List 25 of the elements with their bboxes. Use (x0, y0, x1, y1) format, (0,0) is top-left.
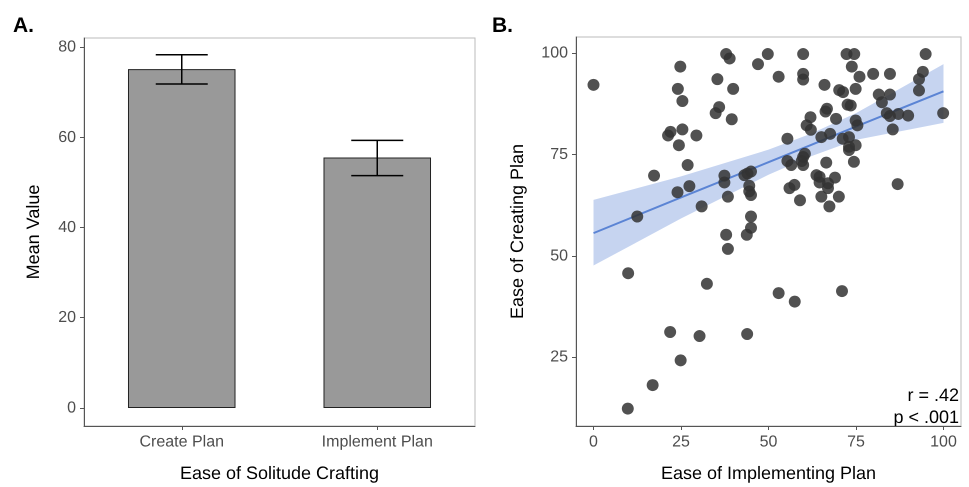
x-tick-label: 0 (589, 434, 598, 450)
annotation: p < .001 (893, 407, 959, 427)
x-tick-label: 75 (847, 434, 865, 450)
x-tick-label: Implement Plan (322, 434, 433, 450)
y-tick-label: 60 (58, 128, 76, 146)
line-series (592, 90, 944, 234)
y-tick-label: 0 (67, 399, 76, 416)
x-tick-label: 25 (672, 434, 690, 450)
chart-title: A. (13, 14, 34, 37)
y-tick-label: 25 (550, 348, 568, 366)
x-tick-label: 50 (760, 434, 778, 450)
y-tick-label: 50 (550, 247, 568, 264)
annotation: r = .42 (907, 385, 959, 405)
y-axis-title: Mean Value (23, 184, 43, 280)
x-axis-title: Ease of Solitude Crafting (180, 463, 380, 483)
x-axis-title: Ease of Implementing Plan (660, 463, 876, 483)
y-tick-label: 20 (58, 309, 76, 326)
y-tick-label: 75 (550, 146, 568, 164)
y-tick-label: 100 (541, 44, 568, 62)
x-tick-label: Create Plan (140, 434, 224, 450)
chart-title: B. (492, 14, 513, 37)
y-tick-label: 80 (58, 38, 76, 56)
y-axis-title: Ease of Creating Plan (507, 144, 527, 320)
y-tick-label: 40 (58, 218, 76, 236)
x-tick-label: 100 (930, 434, 957, 450)
